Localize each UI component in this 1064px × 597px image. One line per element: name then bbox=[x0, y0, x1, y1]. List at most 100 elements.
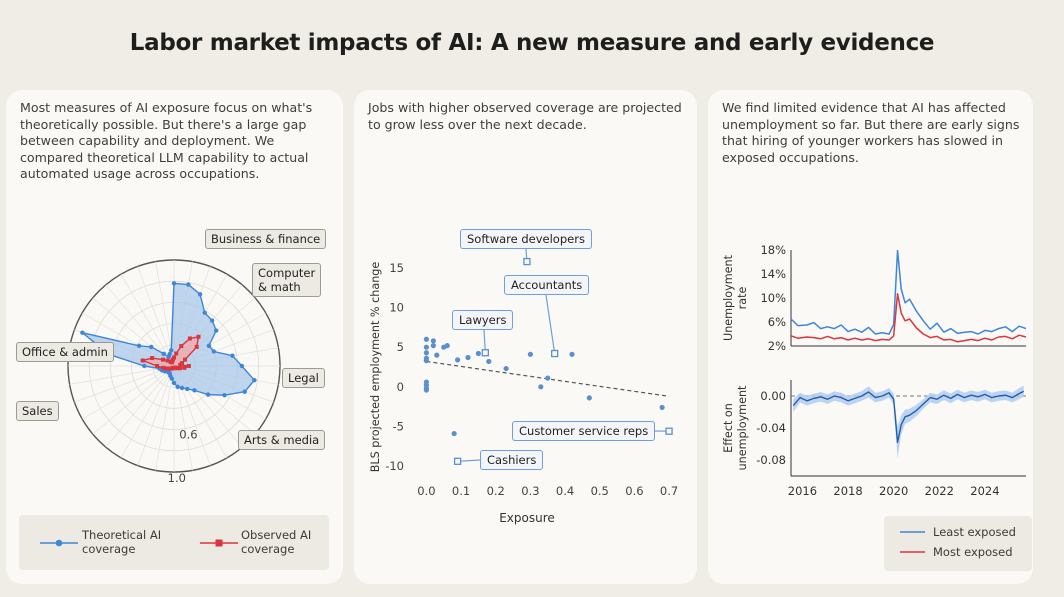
x-year-label: 2018 bbox=[833, 484, 862, 498]
observed-point bbox=[187, 336, 192, 341]
x-tick-label: 0.6 bbox=[625, 484, 643, 498]
theoretical-point bbox=[169, 348, 174, 353]
legend-theoretical-marker bbox=[55, 539, 63, 547]
scatter-point bbox=[545, 375, 551, 381]
theoretical-point bbox=[205, 392, 211, 397]
radar-spoke bbox=[74, 365, 175, 403]
scatter-point bbox=[423, 358, 429, 364]
radar-label-computer: Computer & math bbox=[252, 263, 322, 297]
observed-point bbox=[140, 358, 145, 363]
theoretical-point bbox=[239, 363, 245, 369]
x-tick-label: 0.3 bbox=[521, 484, 539, 498]
observed-point bbox=[196, 334, 201, 339]
theoretical-point bbox=[242, 389, 247, 394]
observed-point bbox=[150, 356, 155, 361]
scatter-point bbox=[423, 387, 429, 393]
scatter-point bbox=[486, 358, 492, 365]
scatter-point bbox=[423, 336, 429, 342]
x-year-label: 2022 bbox=[925, 484, 954, 498]
radar-ring-label-06: 0.6 bbox=[179, 427, 197, 441]
annotation-cashiers: Cashiers bbox=[480, 450, 544, 470]
radar-panel: Most measures of AI exposure focus on wh… bbox=[6, 90, 343, 584]
radar-chart: 0.6 1.0 bbox=[67, 259, 281, 485]
page-title: Labor market impacts of AI: A new measur… bbox=[129, 30, 935, 56]
most-exposed-line bbox=[790, 293, 1027, 343]
y-tick-label: 10 bbox=[389, 301, 404, 315]
confidence-band bbox=[793, 385, 1024, 459]
theoretical-point bbox=[175, 384, 180, 390]
scatter-point bbox=[423, 344, 429, 350]
radar-description: Most measures of AI exposure focus on wh… bbox=[20, 100, 313, 181]
hollow-point bbox=[481, 349, 489, 357]
theoretical-point bbox=[186, 282, 191, 287]
radar-label-office: Office & admin bbox=[16, 342, 114, 362]
legend-observed-marker bbox=[215, 539, 223, 547]
observed-point bbox=[183, 357, 188, 362]
scatter-panel: Jobs with higher observed coverage are p… bbox=[354, 90, 697, 584]
theoretical-point bbox=[179, 385, 185, 391]
legend-observed-label: Observed AI coverage bbox=[241, 528, 312, 556]
scatter-point bbox=[569, 351, 575, 357]
radar-spoke bbox=[137, 365, 175, 466]
theoretical-point bbox=[161, 351, 166, 357]
least-exposed-line bbox=[790, 249, 1027, 335]
y-tick-label: -5 bbox=[393, 419, 404, 433]
radar-spoke bbox=[137, 266, 175, 367]
radar-label-sales: Sales bbox=[16, 401, 59, 421]
observed-point bbox=[186, 364, 191, 368]
x-tick-label: 0.0 bbox=[417, 484, 435, 498]
scatter-point bbox=[430, 343, 436, 349]
annotation-leader bbox=[483, 329, 486, 353]
y-tick-label: 15 bbox=[389, 261, 404, 275]
effect-y-tick: 0.00 bbox=[760, 389, 786, 403]
scatter-point bbox=[434, 352, 440, 358]
unemployment-charts: 2% 6% 10% 14% 18% Unemployment rate 0.00 -0.04 -0… bbox=[722, 243, 1027, 498]
scatter-point bbox=[475, 350, 481, 357]
theoretical-point bbox=[192, 388, 197, 393]
radar-ring-label-10: 1.0 bbox=[168, 471, 186, 485]
observed-point bbox=[167, 366, 172, 371]
radar-spoke bbox=[69, 365, 175, 385]
scatter-point bbox=[430, 338, 436, 344]
scatter-description: Jobs with higher observed coverage are p… bbox=[368, 100, 682, 132]
scatter-point bbox=[586, 395, 592, 401]
theoretical-point bbox=[149, 344, 154, 350]
theoretical-point bbox=[252, 377, 257, 383]
legend-least-label: Least exposed bbox=[933, 525, 1016, 539]
radar-spoke bbox=[120, 274, 175, 367]
unemployment-legend: Least exposed Most exposed bbox=[884, 516, 1032, 571]
theoretical-point bbox=[209, 318, 215, 323]
theoretical-point bbox=[142, 363, 147, 369]
unemp-y-tick: 10% bbox=[760, 291, 786, 305]
scatter-point bbox=[444, 343, 450, 349]
theoretical-point bbox=[230, 353, 235, 358]
observed-point bbox=[194, 344, 199, 349]
x-year-label: 2016 bbox=[788, 484, 817, 498]
observed-point bbox=[172, 355, 176, 360]
annotation-customer: Customer service reps bbox=[512, 421, 656, 441]
x-year-label: 2020 bbox=[879, 484, 908, 498]
scatter-point bbox=[659, 404, 665, 411]
x-year-label: 2024 bbox=[970, 484, 999, 498]
x-tick-label: 0.2 bbox=[487, 484, 505, 498]
legend-most-label: Most exposed bbox=[933, 545, 1013, 559]
annotation-software: Software developers bbox=[460, 229, 592, 249]
x-tick-label: 0.4 bbox=[556, 484, 574, 498]
y-axis-label: BLS projected employment % change bbox=[369, 262, 382, 473]
observed-point bbox=[170, 357, 175, 362]
observed-point bbox=[161, 365, 166, 370]
theoretical-point bbox=[171, 380, 177, 386]
scatter-point bbox=[503, 365, 509, 372]
radar-legend: Theoretical AI coverage Observed AI cove… bbox=[19, 515, 329, 570]
scatter-point bbox=[465, 354, 471, 361]
theoretical-point bbox=[171, 281, 177, 286]
x-tick-label: 0.5 bbox=[591, 484, 609, 498]
scatter-point bbox=[455, 357, 461, 363]
theoretical-point bbox=[167, 351, 172, 357]
y-tick-label: -10 bbox=[385, 459, 404, 473]
observed-point bbox=[178, 362, 183, 367]
annotation-leader bbox=[545, 294, 556, 354]
theoretical-point bbox=[136, 343, 142, 349]
unemployment-panel: We find limited evidence that AI has aff… bbox=[708, 90, 1033, 584]
x-axis-label: Exposure bbox=[499, 511, 555, 525]
